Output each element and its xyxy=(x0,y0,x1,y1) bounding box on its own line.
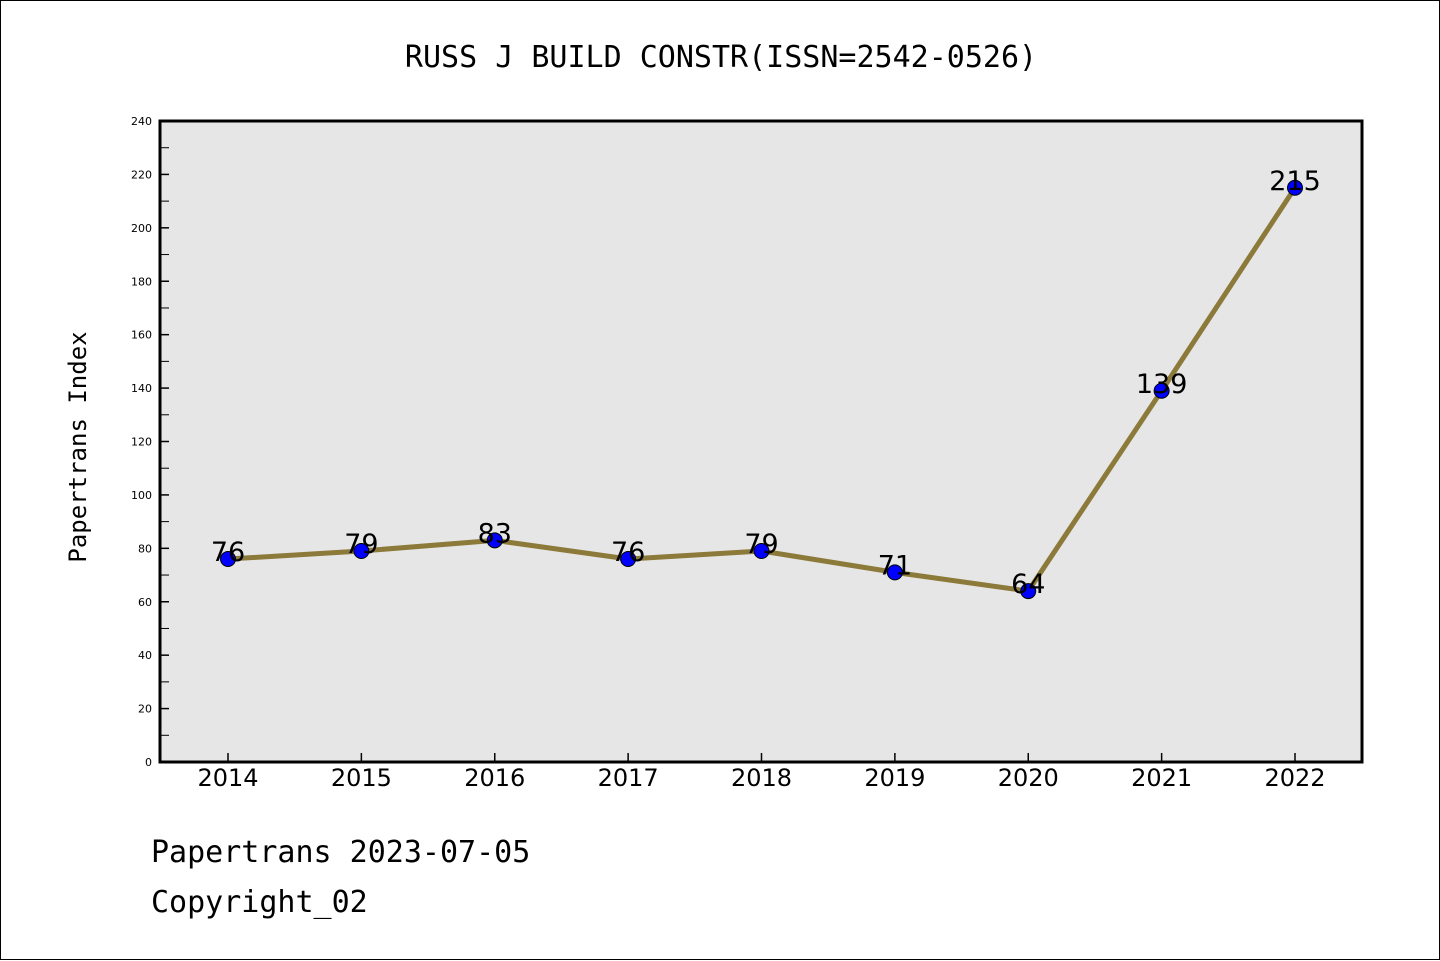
data-point xyxy=(753,543,770,560)
data-label: 71 xyxy=(878,550,912,581)
y-tick-label: 0 xyxy=(145,756,152,769)
footer-date-line: Papertrans 2023-07-05 xyxy=(151,835,531,870)
y-tick-label: 160 xyxy=(131,329,152,342)
data-label: 79 xyxy=(744,529,778,560)
x-axis: 2014 2015 2016 2017 2018 2019 2020 2021 2022 xyxy=(197,753,1326,792)
x-tick-label: 2022 xyxy=(1264,764,1325,792)
chart-title: RUSS J BUILD CONSTR(ISSN=2542-0526) xyxy=(405,40,1037,75)
x-tick-label: 2017 xyxy=(598,764,659,792)
x-tick-label: 2014 xyxy=(197,764,258,792)
data-label: 64 xyxy=(1011,569,1045,600)
data-point xyxy=(620,551,637,568)
x-tick-label: 2018 xyxy=(731,764,792,792)
series xyxy=(220,179,1303,600)
y-tick-label: 120 xyxy=(131,436,152,449)
y-tick-label: 80 xyxy=(138,542,152,555)
x-tick-label: 2016 xyxy=(464,764,525,792)
y-tick-label: 240 xyxy=(131,115,152,128)
data-label: 76 xyxy=(611,537,645,568)
x-tick-label: 2019 xyxy=(864,764,925,792)
plot-area xyxy=(158,119,1364,764)
y-tick-label: 60 xyxy=(138,596,152,609)
data-label: 83 xyxy=(478,518,512,549)
data-labels: 76 79 83 76 79 71 64 139 215 xyxy=(211,166,1321,600)
y-axis-label: Papertrans Index xyxy=(64,331,92,562)
data-point xyxy=(886,564,903,581)
data-point xyxy=(1287,179,1303,196)
data-label: 215 xyxy=(1269,166,1321,197)
data-point xyxy=(1153,382,1170,399)
data-point xyxy=(1020,583,1037,600)
data-point xyxy=(486,532,503,549)
data-point xyxy=(220,551,236,568)
y-tick-label: 180 xyxy=(131,275,152,288)
data-label: 76 xyxy=(211,537,245,568)
x-tick-label: 2015 xyxy=(331,764,392,792)
y-tick-label: 100 xyxy=(131,489,152,502)
y-tick-label: 20 xyxy=(138,703,152,716)
x-tick-label: 2021 xyxy=(1131,764,1192,792)
y-axis: 0 20 40 60 80 100 120 140 160 180 200 220 240 xyxy=(131,115,169,769)
y-tick-label: 220 xyxy=(131,168,152,181)
footer-copyright-line: Copyright_02 xyxy=(151,885,368,920)
data-label: 79 xyxy=(344,529,378,560)
y-tick-label: 200 xyxy=(131,222,152,235)
data-point xyxy=(353,543,370,560)
data-label: 139 xyxy=(1136,369,1188,400)
y-tick-label: 140 xyxy=(131,382,152,395)
y-tick-label: 40 xyxy=(138,649,152,662)
x-tick-label: 2020 xyxy=(998,764,1059,792)
